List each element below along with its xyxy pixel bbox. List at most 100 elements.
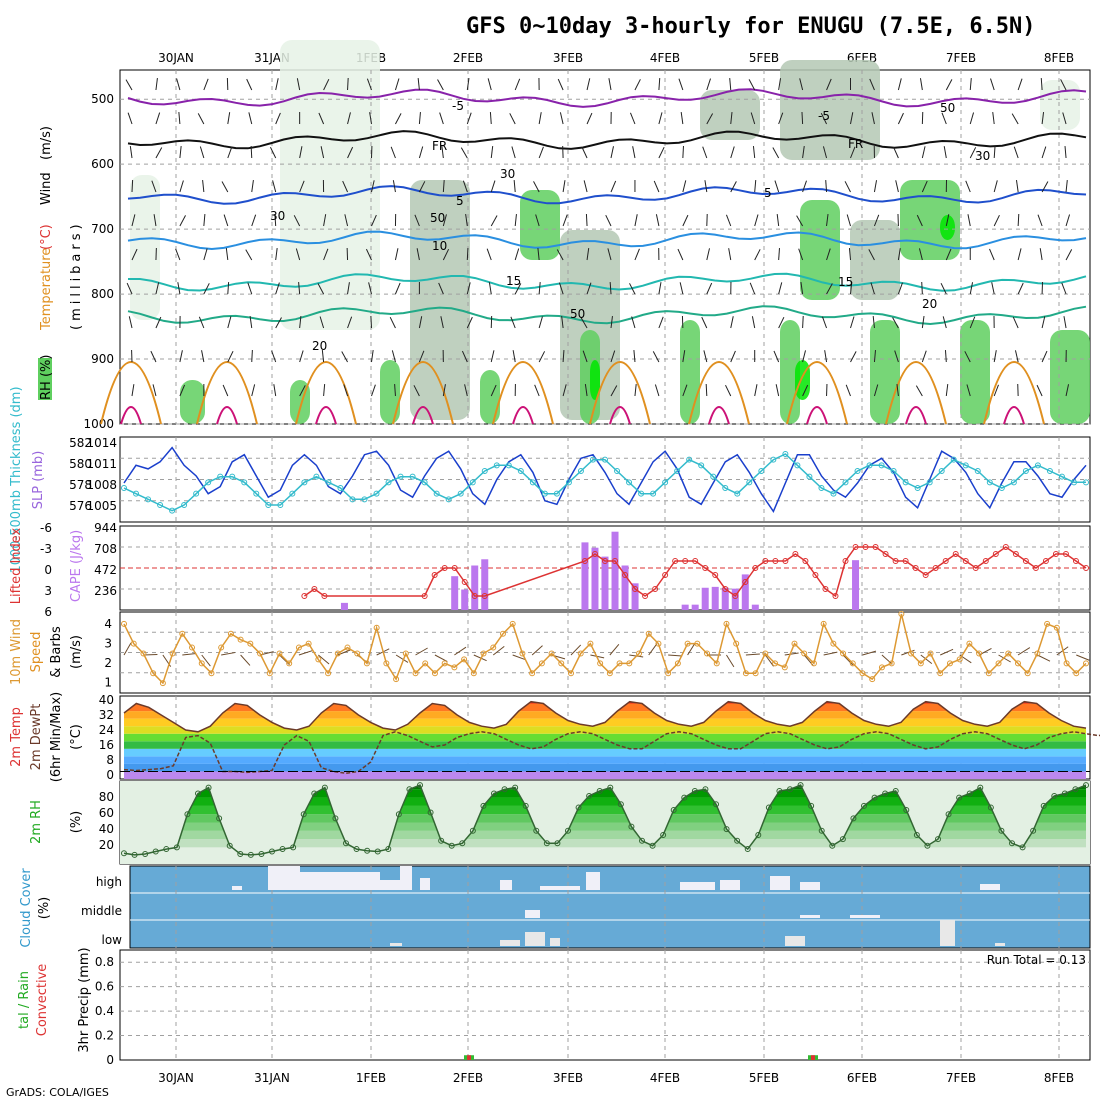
rh-ytick: 80 <box>99 790 114 804</box>
wind-barb <box>1041 350 1048 363</box>
wind-barb <box>129 146 133 159</box>
thickness-point <box>1058 473 1065 480</box>
rh-band <box>124 805 1086 815</box>
wind-barb <box>514 283 522 295</box>
wind-barb <box>442 248 450 261</box>
thickness-point <box>998 485 1005 491</box>
upper-air-ylabel: (°C) <box>39 224 54 250</box>
thickness-point <box>469 479 476 486</box>
wind-barb <box>155 78 158 91</box>
cape-ytick: 944 <box>94 521 117 535</box>
wind-barb <box>535 214 540 227</box>
wind-barb <box>826 248 831 261</box>
wind-speed-point <box>849 660 856 667</box>
lifted-index-point <box>842 558 849 564</box>
rh-band <box>124 797 1086 806</box>
temp-ylabel-b-group: 2m DewPt <box>29 704 44 771</box>
wind-barb <box>414 214 420 227</box>
wind-barb <box>394 282 401 295</box>
wind-barb <box>248 112 253 125</box>
wind-barb <box>487 78 492 91</box>
rh2m-point <box>797 782 804 789</box>
lifted-index-point <box>942 558 949 564</box>
thickness-point <box>565 479 572 486</box>
wind-barb <box>969 147 977 159</box>
wind-barb <box>269 146 277 159</box>
thickness-point <box>253 490 260 497</box>
rh2m-point <box>374 848 381 855</box>
thickness-point <box>1046 468 1053 474</box>
wind-barb <box>820 112 827 125</box>
wind-barb <box>490 146 494 159</box>
thickness-point <box>926 479 933 486</box>
thickness-point <box>674 468 681 474</box>
wind-barb <box>559 112 564 125</box>
rh2m-point <box>871 794 878 801</box>
rh-shade-region <box>960 320 990 424</box>
contour-label: 10 <box>432 239 447 253</box>
wind-barb <box>966 384 971 397</box>
lifted-index-point <box>441 565 448 571</box>
rh-contour-label: 30 <box>975 149 990 163</box>
wind-barb <box>1037 214 1043 227</box>
cloud-high-bar <box>800 882 820 890</box>
rh2m-point <box>913 831 920 838</box>
wind-barb <box>514 248 520 261</box>
wind-barb <box>634 248 640 261</box>
wind-barb <box>658 77 661 91</box>
date-label-bottom: 30JAN <box>158 1071 194 1085</box>
thickness-point <box>553 490 560 497</box>
wind-barb <box>538 351 546 363</box>
rh2m-point <box>829 842 836 849</box>
wind-barb-10m <box>764 654 774 667</box>
lifted-index-point <box>962 558 969 564</box>
wind-speed-point <box>315 656 322 663</box>
thickness-point <box>890 468 897 474</box>
cloud-level-label: middle <box>81 904 122 918</box>
rh2m-point <box>945 811 952 818</box>
wind-barb <box>1012 316 1019 329</box>
wind-barb-10m <box>221 652 236 656</box>
wind-barb-10m <box>240 654 251 666</box>
wind-barb <box>538 316 543 329</box>
cloud-low-bar <box>785 936 805 946</box>
rh2m-point <box>596 787 603 794</box>
thickness-point <box>157 502 164 508</box>
slp-ytick: 1014 <box>86 436 117 450</box>
wind-barb <box>750 112 756 125</box>
rh2m-point <box>121 850 127 857</box>
rh2m-point <box>734 837 741 844</box>
wind-barb <box>706 282 713 295</box>
wind-barb <box>965 180 971 193</box>
thickness-ytick: 580 <box>69 457 92 471</box>
rh-shade-region <box>380 360 400 424</box>
wind-speed-point <box>859 670 866 677</box>
temp-ytick: 32 <box>99 708 114 722</box>
wind-barb <box>271 350 277 363</box>
precip-ylabel-b-group: Convective <box>35 964 50 1037</box>
wind-speed-point <box>257 650 264 657</box>
wind-barb <box>275 282 280 295</box>
lifted-index-point <box>1022 558 1029 564</box>
rh2m-point <box>998 827 1005 834</box>
rh2m-point <box>681 794 688 801</box>
wind-barb <box>608 78 612 91</box>
wind-barb <box>466 316 473 329</box>
wind-barb <box>754 214 759 227</box>
wind-barb <box>634 214 638 227</box>
temperature-contour <box>127 130 1087 150</box>
wind-barb <box>677 248 684 261</box>
wind-speed-point <box>946 660 953 667</box>
wind-barb <box>299 180 305 193</box>
thickness-point <box>409 473 416 480</box>
lifted-index-point <box>772 558 779 564</box>
temp2m-line <box>123 700 1087 733</box>
rh2m-point <box>353 846 360 853</box>
date-label-top: 2FEB <box>453 51 483 65</box>
rh-contour-label: 50 <box>940 101 955 115</box>
wind-barb <box>1040 77 1043 91</box>
rh2m-point <box>639 837 645 844</box>
wind-barb <box>586 248 590 261</box>
lifted-index-point <box>902 558 909 564</box>
warm-contour <box>708 406 730 425</box>
